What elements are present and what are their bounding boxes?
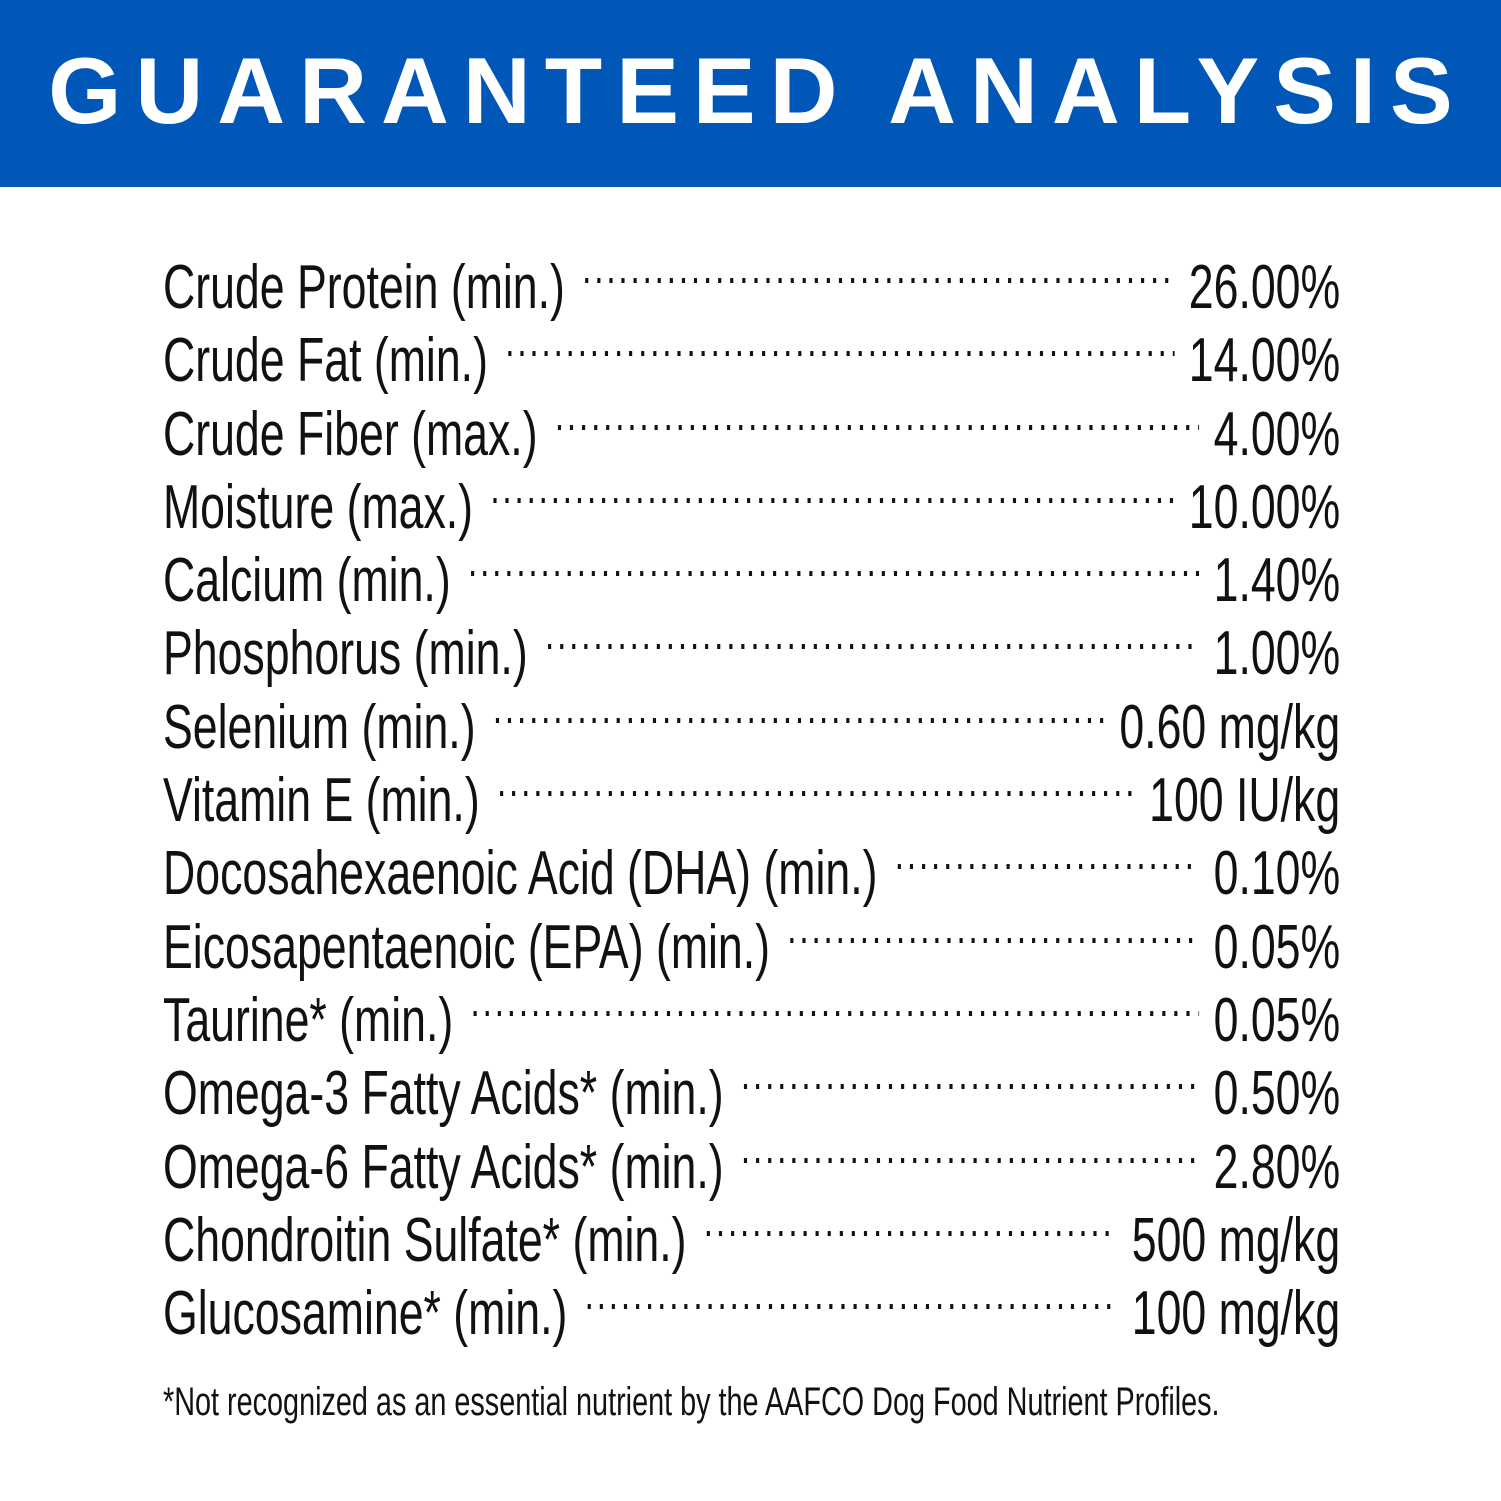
nutrient-label: Crude Fiber (max.) — [163, 399, 538, 469]
analysis-table: Crude Protein (min.)26.00%Crude Fat (min… — [163, 246, 1340, 1348]
analysis-row: Calcium (min.) 1.40% — [163, 539, 1340, 615]
nutrient-label: Docosahexaenoic Acid (DHA) (min.) — [163, 839, 878, 909]
nutrient-label: Vitamin E (min.) — [163, 766, 480, 836]
dot-leader — [493, 686, 1105, 748]
dot-leader — [704, 1199, 1118, 1261]
dot-leader — [895, 832, 1199, 894]
nutrient-label: Moisture (max.) — [163, 472, 474, 542]
analysis-row: Omega-6 Fatty Acids* (min.) 2.80% — [163, 1126, 1340, 1202]
nutrient-label: Phosphorus (min.) — [163, 619, 528, 689]
nutrient-value: 0.60 mg/kg — [1119, 692, 1341, 762]
nutrient-value: 26.00% — [1188, 253, 1341, 322]
analysis-row: Vitamin E (min.) 100 IU/kg — [163, 759, 1340, 835]
nutrient-value: 500 mg/kg — [1131, 1205, 1341, 1275]
nutrient-value: 0.05% — [1213, 912, 1341, 982]
nutrient-label: Calcium (min.) — [163, 546, 451, 616]
dot-leader — [490, 466, 1174, 528]
analysis-row: Selenium (min.) 0.60 mg/kg — [163, 686, 1340, 762]
nutrient-value: 2.80% — [1213, 1132, 1341, 1202]
nutrient-value: 0.10% — [1213, 839, 1341, 909]
analysis-row: Phosphorus (min.) 1.00% — [163, 612, 1340, 688]
page-title: GUARANTEED ANALYSIS — [48, 37, 1467, 143]
nutrient-value: 10.00% — [1188, 472, 1341, 542]
nutrient-value: 100 mg/kg — [1131, 1279, 1341, 1349]
nutrient-label: Taurine* (min.) — [163, 985, 454, 1055]
dot-leader — [741, 1052, 1199, 1114]
dot-leader — [505, 319, 1174, 381]
nutrient-label: Crude Protein (min.) — [163, 253, 565, 322]
analysis-row: Omega-3 Fatty Acids* (min.) 0.50% — [163, 1052, 1340, 1128]
analysis-row: Crude Fat (min.) 14.00% — [163, 319, 1340, 395]
analysis-row: Crude Fiber (max.) 4.00% — [163, 393, 1340, 469]
analysis-row: Docosahexaenoic Acid (DHA) (min.) 0.10% — [163, 832, 1340, 908]
nutrient-value: 1.40% — [1213, 546, 1341, 616]
nutrient-label: Selenium (min.) — [163, 692, 476, 762]
nutrient-value: 100 IU/kg — [1149, 766, 1341, 836]
nutrient-value: 14.00% — [1188, 326, 1341, 396]
analysis-row: Taurine* (min.) 0.05% — [163, 979, 1340, 1055]
dot-leader — [545, 612, 1199, 674]
nutrient-label: Glucosamine* (min.) — [163, 1279, 568, 1349]
nutrient-value: 0.50% — [1213, 1059, 1341, 1129]
dot-leader — [582, 246, 1174, 308]
analysis-row: Eicosapentaenoic (EPA) (min.) 0.05% — [163, 906, 1340, 982]
analysis-row: Crude Protein (min.) 26.00% — [163, 246, 1340, 322]
nutrient-label: Chondroitin Sulfate* (min.) — [163, 1205, 687, 1275]
nutrient-value: 1.00% — [1213, 619, 1341, 689]
header-banner: GUARANTEED ANALYSIS — [0, 0, 1501, 187]
analysis-row: Moisture (max.) 10.00% — [163, 466, 1340, 542]
dot-leader — [497, 759, 1135, 821]
dot-leader — [787, 906, 1199, 968]
dot-leader — [741, 1126, 1199, 1188]
footnote: *Not recognized as an essential nutrient… — [163, 1380, 1220, 1424]
nutrient-value: 4.00% — [1213, 399, 1341, 469]
nutrient-label: Omega-6 Fatty Acids* (min.) — [163, 1132, 724, 1202]
analysis-row: Glucosamine* (min.) 100 mg/kg — [163, 1272, 1340, 1348]
dot-leader — [471, 979, 1200, 1041]
dot-leader — [585, 1272, 1118, 1334]
nutrient-label: Omega-3 Fatty Acids* (min.) — [163, 1059, 724, 1129]
dot-leader — [555, 393, 1199, 455]
nutrient-label: Crude Fat (min.) — [163, 326, 488, 396]
nutrient-label: Eicosapentaenoic (EPA) (min.) — [163, 912, 771, 982]
dot-leader — [468, 539, 1199, 601]
nutrient-value: 0.05% — [1213, 985, 1341, 1055]
analysis-row: Chondroitin Sulfate* (min.) 500 mg/kg — [163, 1199, 1340, 1275]
